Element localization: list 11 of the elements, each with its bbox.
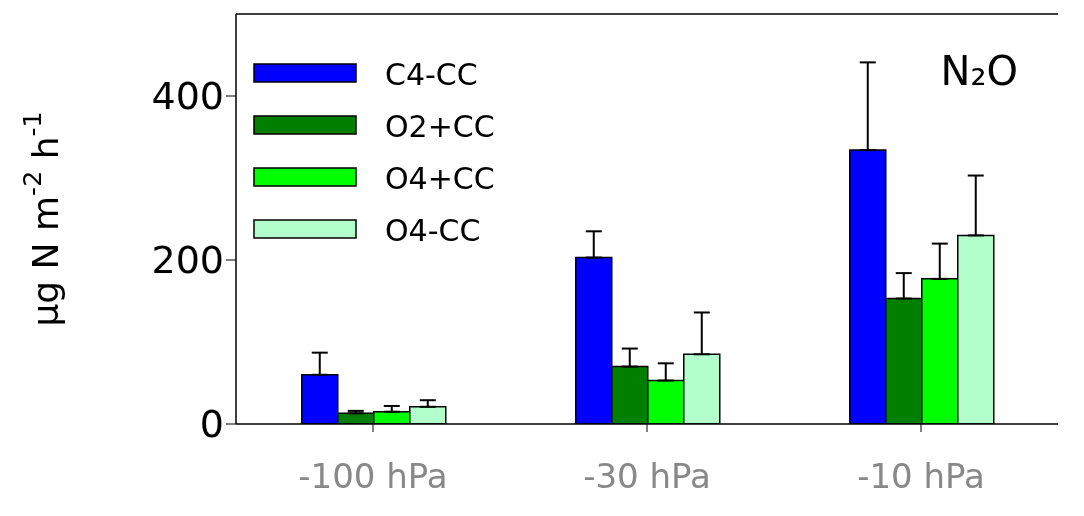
legend-label: O4+CC xyxy=(385,160,495,196)
x-tick-label: -30 hPa xyxy=(583,456,711,497)
y-tick-label: 200 xyxy=(151,238,224,283)
y-tick-label: 0 xyxy=(199,402,224,447)
chart-note: N₂O xyxy=(940,48,1018,94)
y-tick-label: 400 xyxy=(151,74,224,119)
legend-label: O2+CC xyxy=(385,108,495,144)
x-tick-label: -100 hPa xyxy=(298,456,448,497)
legend-label: C4-CC xyxy=(385,56,478,92)
x-tick-label: -10 hPa xyxy=(857,456,985,497)
legend-label: O4-CC xyxy=(385,212,481,248)
